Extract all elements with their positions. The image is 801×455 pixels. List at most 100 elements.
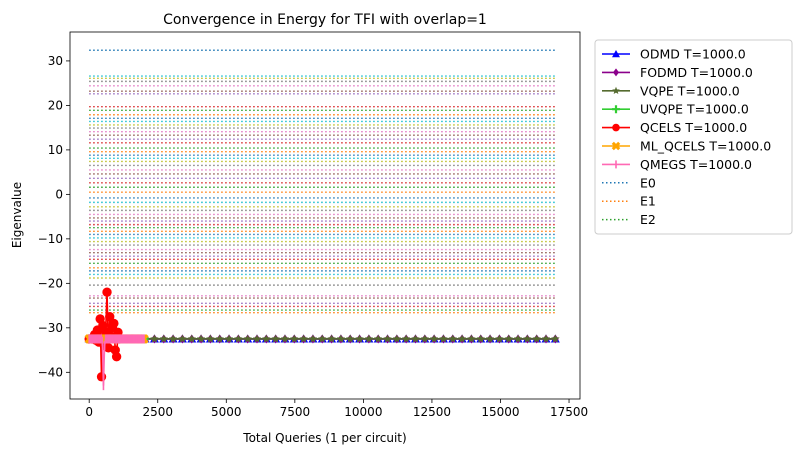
- data-point: [448, 334, 458, 343]
- legend-marker: [612, 123, 620, 132]
- data-point: [243, 334, 252, 343]
- data-point: [262, 334, 271, 343]
- series-2: [84, 334, 560, 343]
- data-point: [105, 312, 115, 322]
- data-point: [280, 334, 290, 343]
- data-point: [308, 334, 318, 343]
- series-6: [88, 334, 145, 391]
- legend-marker: [612, 105, 620, 114]
- data-point: [523, 334, 532, 343]
- data-point: [551, 334, 560, 343]
- x-tick-label: 0: [85, 405, 93, 419]
- legend-label: QMEGS T=1000.0: [640, 157, 752, 172]
- data-point: [336, 334, 346, 343]
- data-point: [392, 334, 402, 343]
- data-point: [467, 334, 476, 343]
- legend-entry: QMEGS T=1000.0: [602, 157, 752, 172]
- data-point: [271, 334, 280, 343]
- data-point: [234, 334, 243, 343]
- data-point: [196, 334, 206, 343]
- y-tick-label: 0: [55, 187, 63, 201]
- data-point: [109, 318, 119, 329]
- data-point: [345, 334, 355, 343]
- x-tick-label: 17500: [550, 405, 588, 419]
- data-point: [111, 352, 122, 362]
- legend-marker: [611, 141, 621, 151]
- legend-entry: E2: [602, 212, 656, 227]
- data-point: [411, 334, 420, 343]
- x-axis-label: Total Queries (1 per circuit): [242, 431, 406, 445]
- legend-entry: UVQPE T=1000.0: [602, 102, 749, 117]
- data-point: [485, 334, 495, 343]
- legend-entry: ODMD T=1000.0: [602, 47, 746, 62]
- data-point: [168, 334, 178, 343]
- data-point: [504, 334, 513, 343]
- data-point: [429, 334, 439, 343]
- data-point: [206, 334, 215, 343]
- legend-marker: [612, 86, 620, 95]
- y-tick-label: 10: [48, 143, 63, 157]
- data-point: [102, 287, 112, 297]
- legend-entry: ML_QCELS T=1000.0: [602, 139, 771, 154]
- y-tick-label: 30: [48, 54, 63, 68]
- chart-title: Convergence in Energy for TFI with overl…: [163, 12, 487, 28]
- legend-label: UVQPE T=1000.0: [640, 102, 749, 117]
- data-point: [532, 334, 541, 343]
- x-axis: 0 2500 5000 7500 10000 12500 15000 17500: [85, 399, 588, 419]
- y-tick-label: −40: [38, 365, 63, 379]
- data-point: [178, 334, 187, 343]
- data-point: [290, 334, 299, 343]
- x-tick-label: 15000: [481, 405, 519, 419]
- legend-entry: QCELS T=1000.0: [602, 120, 747, 135]
- x-tick-label: 5000: [211, 405, 242, 419]
- legend-entry: E1: [602, 194, 656, 209]
- data-point: [355, 334, 364, 343]
- data-point: [187, 334, 197, 343]
- legend-label: ODMD T=1000.0: [640, 47, 746, 62]
- legend-entry: VQPE T=1000.0: [602, 83, 740, 98]
- data-point: [224, 334, 234, 343]
- data-point: [420, 334, 430, 343]
- data-point: [150, 334, 159, 343]
- legend-box: [594, 39, 793, 235]
- x-tick-label: 10000: [344, 405, 382, 419]
- data-point: [299, 334, 308, 343]
- x-tick-label: 2500: [142, 405, 173, 419]
- legend-entry: E0: [602, 175, 656, 190]
- y-axis: −40 −30 −20 −10 0 10 20 30: [38, 54, 70, 379]
- legend-label: E2: [640, 212, 656, 227]
- data-point: [401, 334, 411, 343]
- data-point: [495, 334, 504, 343]
- data-point: [159, 334, 169, 343]
- legend-marker: [613, 68, 619, 77]
- data-point: [252, 334, 262, 343]
- y-tick-label: −10: [38, 232, 63, 246]
- data-point: [476, 334, 486, 343]
- data-point: [215, 334, 224, 343]
- data-point: [439, 334, 448, 343]
- y-tick-label: 20: [48, 98, 63, 112]
- plot-frame: [69, 31, 581, 400]
- data-point: [513, 334, 523, 343]
- legend-entry: FODMD T=1000.0: [602, 65, 753, 80]
- data-point: [96, 372, 107, 382]
- data-point: [317, 334, 327, 343]
- x-tick-label: 7500: [280, 405, 311, 419]
- legend-label: VQPE T=1000.0: [640, 83, 740, 98]
- data-point: [373, 334, 383, 343]
- eigenvalue-lines: [89, 49, 556, 340]
- data-point: [364, 334, 374, 343]
- legend-label: FODMD T=1000.0: [640, 65, 753, 80]
- legend-label: ML_QCELS T=1000.0: [640, 139, 771, 154]
- x-tick-label: 12500: [413, 405, 451, 419]
- data-point: [383, 334, 392, 343]
- data-point: [327, 334, 336, 343]
- legend-marker: [612, 50, 620, 58]
- y-tick-label: −20: [38, 276, 63, 290]
- y-axis-label: Eigenvalue: [10, 182, 24, 248]
- y-tick-label: −30: [38, 321, 63, 335]
- data-point: [457, 334, 467, 343]
- data-point: [541, 334, 551, 343]
- legend-label: E1: [640, 194, 656, 209]
